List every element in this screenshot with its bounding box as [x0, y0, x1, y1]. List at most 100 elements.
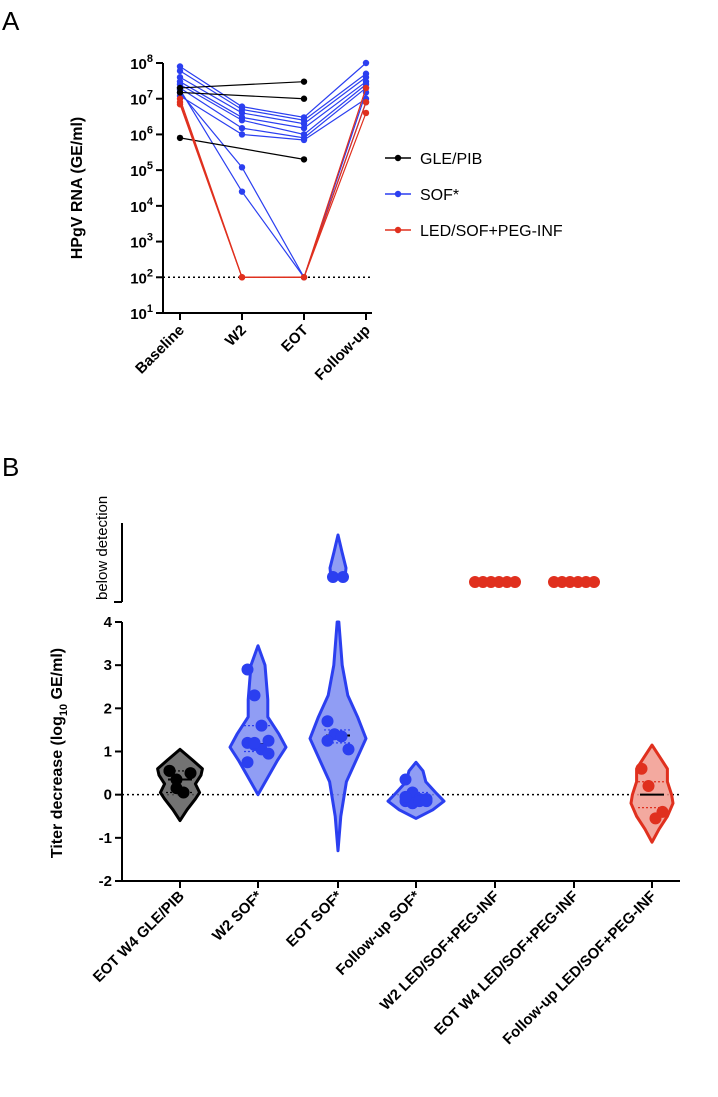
data-point — [262, 734, 275, 747]
data-point — [362, 59, 370, 67]
y-tick-label-a: 102 — [130, 267, 153, 287]
data-point — [337, 571, 349, 583]
y-tick-label-base: 10 — [130, 306, 147, 323]
series-line — [179, 92, 367, 279]
data-point — [238, 109, 246, 117]
series-line — [179, 83, 367, 136]
data-point — [176, 134, 184, 142]
data-point — [420, 795, 433, 808]
y-tick-label-exponent: 5 — [147, 160, 153, 172]
legend-label: GLE/PIB — [420, 151, 482, 168]
data-point — [362, 84, 370, 92]
data-point — [321, 734, 334, 747]
data-point — [255, 719, 268, 732]
y-tick-label-b: 4 — [104, 614, 113, 631]
y-tick-label-b: -1 — [99, 830, 112, 847]
y-tick-label-base: 10 — [130, 199, 147, 216]
x-tick-label-a: EOT — [278, 322, 312, 356]
y-tick-label-a: 101 — [130, 303, 153, 323]
series-line — [179, 76, 367, 125]
legend-label: SOF* — [420, 187, 459, 204]
data-point — [176, 74, 184, 81]
series-line — [179, 62, 367, 119]
data-point — [176, 63, 184, 70]
y-tick-label-exponent: 6 — [147, 124, 153, 136]
data-point — [176, 84, 184, 92]
data-point — [238, 131, 246, 138]
data-point — [300, 124, 308, 132]
y-tick-label-a: 107 — [130, 89, 153, 109]
y-axis-label-main: Titer decrease (log — [49, 716, 66, 858]
y-tick-label-base: 10 — [130, 270, 147, 287]
data-point — [238, 164, 246, 171]
data-point — [241, 756, 254, 769]
y-axis-label-b: Titer decrease (log10 GE/ml) — [49, 648, 70, 858]
legend-marker — [394, 190, 402, 198]
violin-shape — [228, 644, 288, 797]
y-tick-label-a: 104 — [130, 196, 154, 216]
x-tick-label-a: Baseline — [132, 322, 188, 378]
legend-label: LED/SOF+PEG-INF — [420, 223, 563, 240]
data-point — [635, 762, 648, 775]
panel-b-label: B — [2, 452, 19, 482]
data-point — [300, 120, 308, 127]
data-point — [248, 689, 261, 702]
y-tick-label-b: 2 — [104, 700, 112, 717]
data-point — [238, 274, 246, 281]
y-tick-label-exponent: 8 — [147, 53, 153, 65]
y-tick-label-exponent: 7 — [147, 89, 153, 101]
series-line — [179, 104, 367, 278]
y-tick-label-exponent: 1 — [147, 303, 153, 315]
violin-shape — [629, 743, 675, 844]
data-point — [184, 767, 197, 780]
data-point — [176, 101, 184, 108]
x-tick-label-b: EOT W4 LED/SOF+PEG-INF — [431, 888, 582, 1039]
data-point — [300, 78, 308, 85]
data-point — [300, 156, 308, 163]
x-tick-label-a: Follow-up — [312, 322, 374, 384]
y-tick-label-base: 10 — [130, 127, 147, 144]
y-tick-label-base: 10 — [130, 163, 147, 180]
series-line — [179, 87, 367, 139]
y-tick-label-b: 3 — [104, 657, 112, 674]
data-point — [262, 747, 275, 760]
y-tick-label-a: 103 — [130, 232, 153, 252]
x-tick-label-b: Follow-up SOF* — [333, 888, 424, 979]
chart-b: below detection -2 -1 0 1 2 3 4 Titer decrease (… — [49, 496, 680, 1048]
x-tick-label-b: W2 SOF* — [209, 888, 266, 945]
series-line — [179, 137, 305, 160]
y-tick-label-b: -2 — [99, 873, 112, 890]
y-tick-label-exponent: 4 — [147, 196, 154, 208]
data-point — [335, 730, 348, 743]
data-point — [170, 773, 183, 786]
y-axis-label-a: HPgV RNA (GE/ml) — [69, 117, 86, 260]
series-line — [179, 70, 367, 121]
x-tick-label-b: Follow-up LED/SOF+PEG-INF — [500, 888, 660, 1048]
x-tick-label-b: EOT W4 GLE/PIB — [90, 888, 188, 986]
y-tick-label-base: 10 — [130, 92, 147, 109]
data-point — [163, 764, 176, 777]
data-point — [241, 663, 254, 676]
y-axis-label-subscript: 10 — [58, 704, 70, 716]
data-point — [588, 576, 600, 588]
data-point — [509, 576, 521, 588]
data-point — [342, 743, 355, 756]
series-line — [179, 101, 367, 278]
legend-marker — [394, 154, 402, 162]
panel-a-label: A — [2, 6, 20, 36]
y-axis-label-tail: GE/ml) — [49, 648, 66, 704]
data-point — [238, 117, 246, 124]
data-point — [399, 773, 412, 786]
data-point — [248, 736, 261, 749]
y-tick-label-a: 106 — [130, 124, 153, 144]
data-point — [238, 124, 246, 132]
legend-marker — [394, 226, 402, 234]
data-point — [321, 715, 334, 728]
x-tick-label-a: W2 — [222, 322, 250, 350]
break-label: below detection — [94, 496, 111, 600]
data-point — [300, 95, 308, 102]
data-point — [300, 274, 308, 281]
data-point — [327, 571, 339, 583]
data-point — [656, 805, 669, 818]
